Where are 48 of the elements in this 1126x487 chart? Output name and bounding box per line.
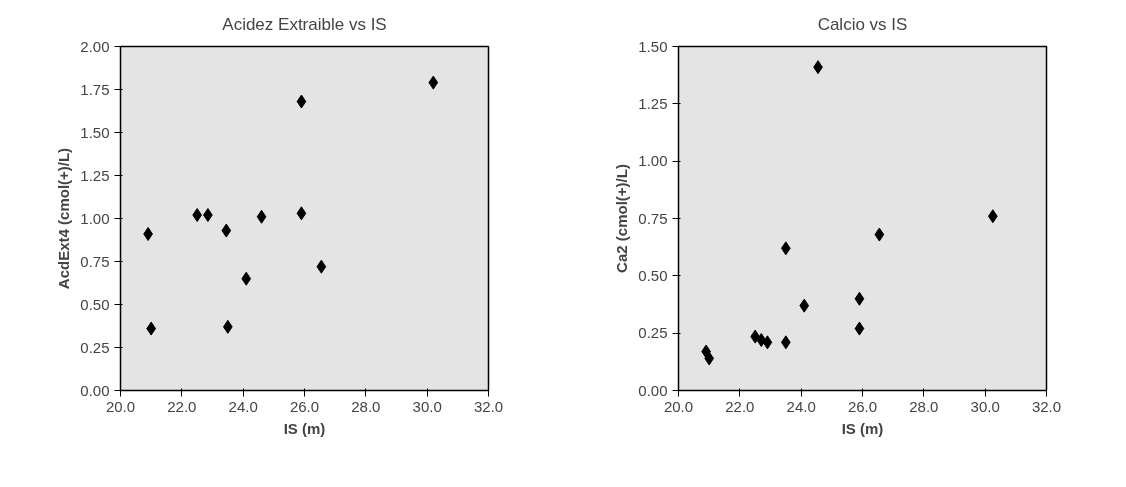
point [221,223,232,238]
x-axis-title: IS (m) [283,419,326,437]
point [241,271,252,286]
y-axis-title: AcdExt4 (cmol(+)/L) [55,147,73,290]
x-tick-label: 28.0 [351,397,381,415]
y-tick-label: 1.50 [638,37,668,55]
chart-title: Acidez Extraible vs IS [222,15,387,34]
point [316,259,327,274]
x-tick-label: 24.0 [786,397,816,415]
x-tick-label: 22.0 [167,397,197,415]
x-tick-label: 24.0 [228,397,258,415]
point [874,227,885,242]
point [296,94,307,109]
x-tick-label: 28.0 [909,397,939,415]
point [854,321,865,336]
x-tick-label: 20.0 [663,397,694,415]
y-axis-title: Ca2 (cmol(+)/L) [613,164,631,273]
point [428,75,439,90]
y-tick-label: 1.00 [80,209,110,227]
y-tick-label: 0.25 [80,338,110,356]
point [296,206,307,221]
y-tick-label: 0.00 [638,381,668,399]
x-tick-label: 26.0 [847,397,878,415]
chart-title: Calcio vs IS [817,15,908,34]
y-tick-label: 1.25 [638,94,668,112]
y-tick-label: 0.75 [638,209,668,227]
y-tick-label: 1.00 [638,152,668,170]
point [799,298,810,313]
y-tick-label: 0.50 [638,266,668,284]
x-tick-label: 30.0 [970,397,1000,415]
y-tick-label: 1.50 [80,123,110,141]
y-tick-label: 0.00 [80,381,110,399]
point [256,209,267,224]
x-tick-label: 22.0 [725,397,755,415]
y-tick-label: 0.25 [638,324,668,342]
x-axis-title: IS (m) [841,419,884,437]
x-tick-label: 20.0 [105,397,136,415]
x-tick-label: 32.0 [1031,397,1062,415]
point [854,291,865,306]
y-tick-label: 0.50 [80,295,110,313]
y-tick-label: 0.75 [80,252,110,270]
x-tick-label: 30.0 [412,397,442,415]
x-tick-label: 32.0 [473,397,504,415]
point [762,335,773,350]
y-tick-label: 1.75 [80,80,110,98]
y-tick-label: 1.25 [80,166,110,184]
y-tick-label: 2.00 [80,37,110,55]
x-tick-label: 26.0 [289,397,320,415]
